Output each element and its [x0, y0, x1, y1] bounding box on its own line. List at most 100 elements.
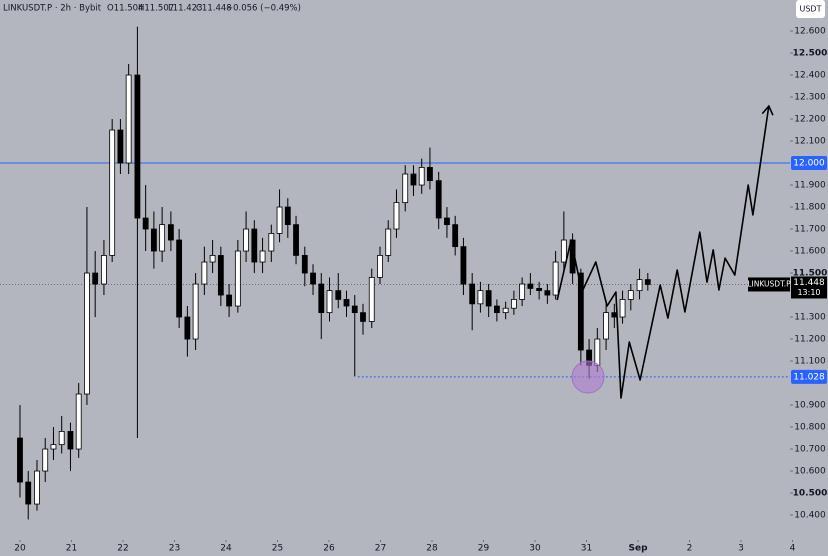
candle-body — [243, 228, 249, 252]
candle-body — [276, 206, 283, 234]
candle-body — [125, 74, 132, 164]
highlight-circle — [571, 360, 605, 394]
candle-body — [544, 290, 551, 296]
y-tick-label: 11.700 — [794, 225, 826, 235]
candle-body — [201, 261, 208, 285]
candle-body — [150, 228, 157, 252]
candle-body — [527, 283, 534, 289]
level-label-box — [791, 369, 827, 384]
y-tick-label: 11.600 — [794, 247, 826, 257]
candle-body — [452, 224, 459, 248]
candle-body — [251, 228, 258, 263]
candle-body — [142, 217, 149, 230]
candle-body — [427, 167, 433, 182]
candle-body — [343, 299, 350, 307]
candle-body — [117, 129, 124, 164]
candle-body — [226, 294, 232, 307]
x-tick-label: 4 — [790, 544, 796, 554]
x-tick-label: 2 — [687, 544, 693, 554]
candle-body — [603, 312, 609, 340]
candle-body — [360, 312, 366, 322]
candle-body — [209, 255, 216, 263]
candle-body — [493, 305, 500, 314]
candle-body — [167, 224, 174, 241]
candle-body — [444, 217, 450, 226]
x-tick-label: 29 — [478, 544, 490, 554]
last-price-box — [791, 276, 827, 299]
candle-body — [101, 255, 107, 285]
candle-body — [410, 173, 417, 186]
y-tick-label: 11.300 — [794, 313, 826, 323]
x-tick-label: 22 — [117, 544, 128, 554]
candle-body — [17, 437, 23, 483]
y-tick-label: 12.100 — [794, 137, 826, 147]
x-tick-label: 28 — [426, 544, 438, 554]
candle-body — [418, 167, 425, 186]
projection-line — [556, 105, 770, 399]
candle-body — [217, 255, 224, 296]
last-symbol: LINKUSDT.P — [747, 279, 791, 288]
x-tick-label: 21 — [66, 544, 77, 554]
candle-body — [594, 338, 601, 366]
candle-body — [25, 481, 32, 505]
candle-body — [326, 290, 333, 314]
x-tick-label: 23 — [169, 544, 180, 554]
header-low: L11.423 — [168, 4, 202, 14]
x-tick-label: 27 — [375, 544, 386, 554]
candle-body — [259, 250, 266, 263]
candle-body — [510, 299, 517, 309]
candle-body — [42, 448, 49, 472]
candle-body — [560, 239, 567, 263]
currency-label[interactable]: USDT — [800, 5, 822, 14]
y-tick-label: 11.900 — [794, 181, 826, 191]
candle-body — [75, 393, 82, 450]
y-tick-label: 11.800 — [794, 203, 826, 213]
candle-body — [92, 272, 99, 285]
candle-body — [469, 283, 476, 305]
candle-body — [34, 470, 40, 505]
y-tick-label: 11.200 — [794, 335, 826, 345]
header-open: O11.504 — [107, 4, 143, 14]
level-label: 12.000 — [793, 159, 825, 169]
candle-body — [67, 431, 74, 450]
last-price-label: 11.448 — [793, 278, 825, 288]
y-tick-label: 10.500 — [793, 489, 828, 499]
candle-body — [460, 246, 467, 285]
currency-button[interactable] — [796, 0, 825, 18]
header-change: −0.056 (−0.49%) — [226, 4, 301, 14]
candle-body — [402, 173, 409, 204]
candle-body — [310, 272, 316, 285]
y-tick-label: 11.500 — [793, 269, 828, 279]
level-label: 11.028 — [793, 372, 825, 382]
candle-body — [58, 431, 65, 446]
candle-body — [351, 305, 358, 314]
x-tick-label: Sep — [628, 544, 648, 554]
y-tick-label: 12.200 — [794, 115, 826, 125]
y-tick-label: 10.900 — [794, 401, 826, 411]
candle-body — [234, 250, 241, 307]
candle-body — [293, 224, 299, 256]
last-symbol-box — [748, 277, 790, 292]
candle-body — [368, 277, 375, 322]
y-tick-label: 12.400 — [794, 71, 826, 81]
y-tick-label: 10.400 — [794, 511, 826, 521]
candle-body — [611, 312, 618, 318]
candle-body — [627, 290, 634, 300]
candle-body — [109, 129, 116, 256]
candle-body — [176, 239, 183, 318]
candle-body — [377, 255, 383, 278]
y-tick-label: 10.600 — [794, 467, 826, 477]
x-tick-label: 20 — [14, 544, 26, 554]
candle-body — [335, 290, 342, 300]
level-label-box — [791, 156, 827, 171]
y-tick-label: 12.600 — [794, 27, 826, 37]
x-tick-label: 26 — [323, 544, 335, 554]
candle-body — [50, 444, 57, 450]
candle-body — [318, 283, 325, 314]
candle-body — [84, 272, 90, 395]
candle-body — [536, 288, 543, 292]
candle-body — [644, 279, 651, 285]
projection-arrowhead — [761, 104, 774, 116]
